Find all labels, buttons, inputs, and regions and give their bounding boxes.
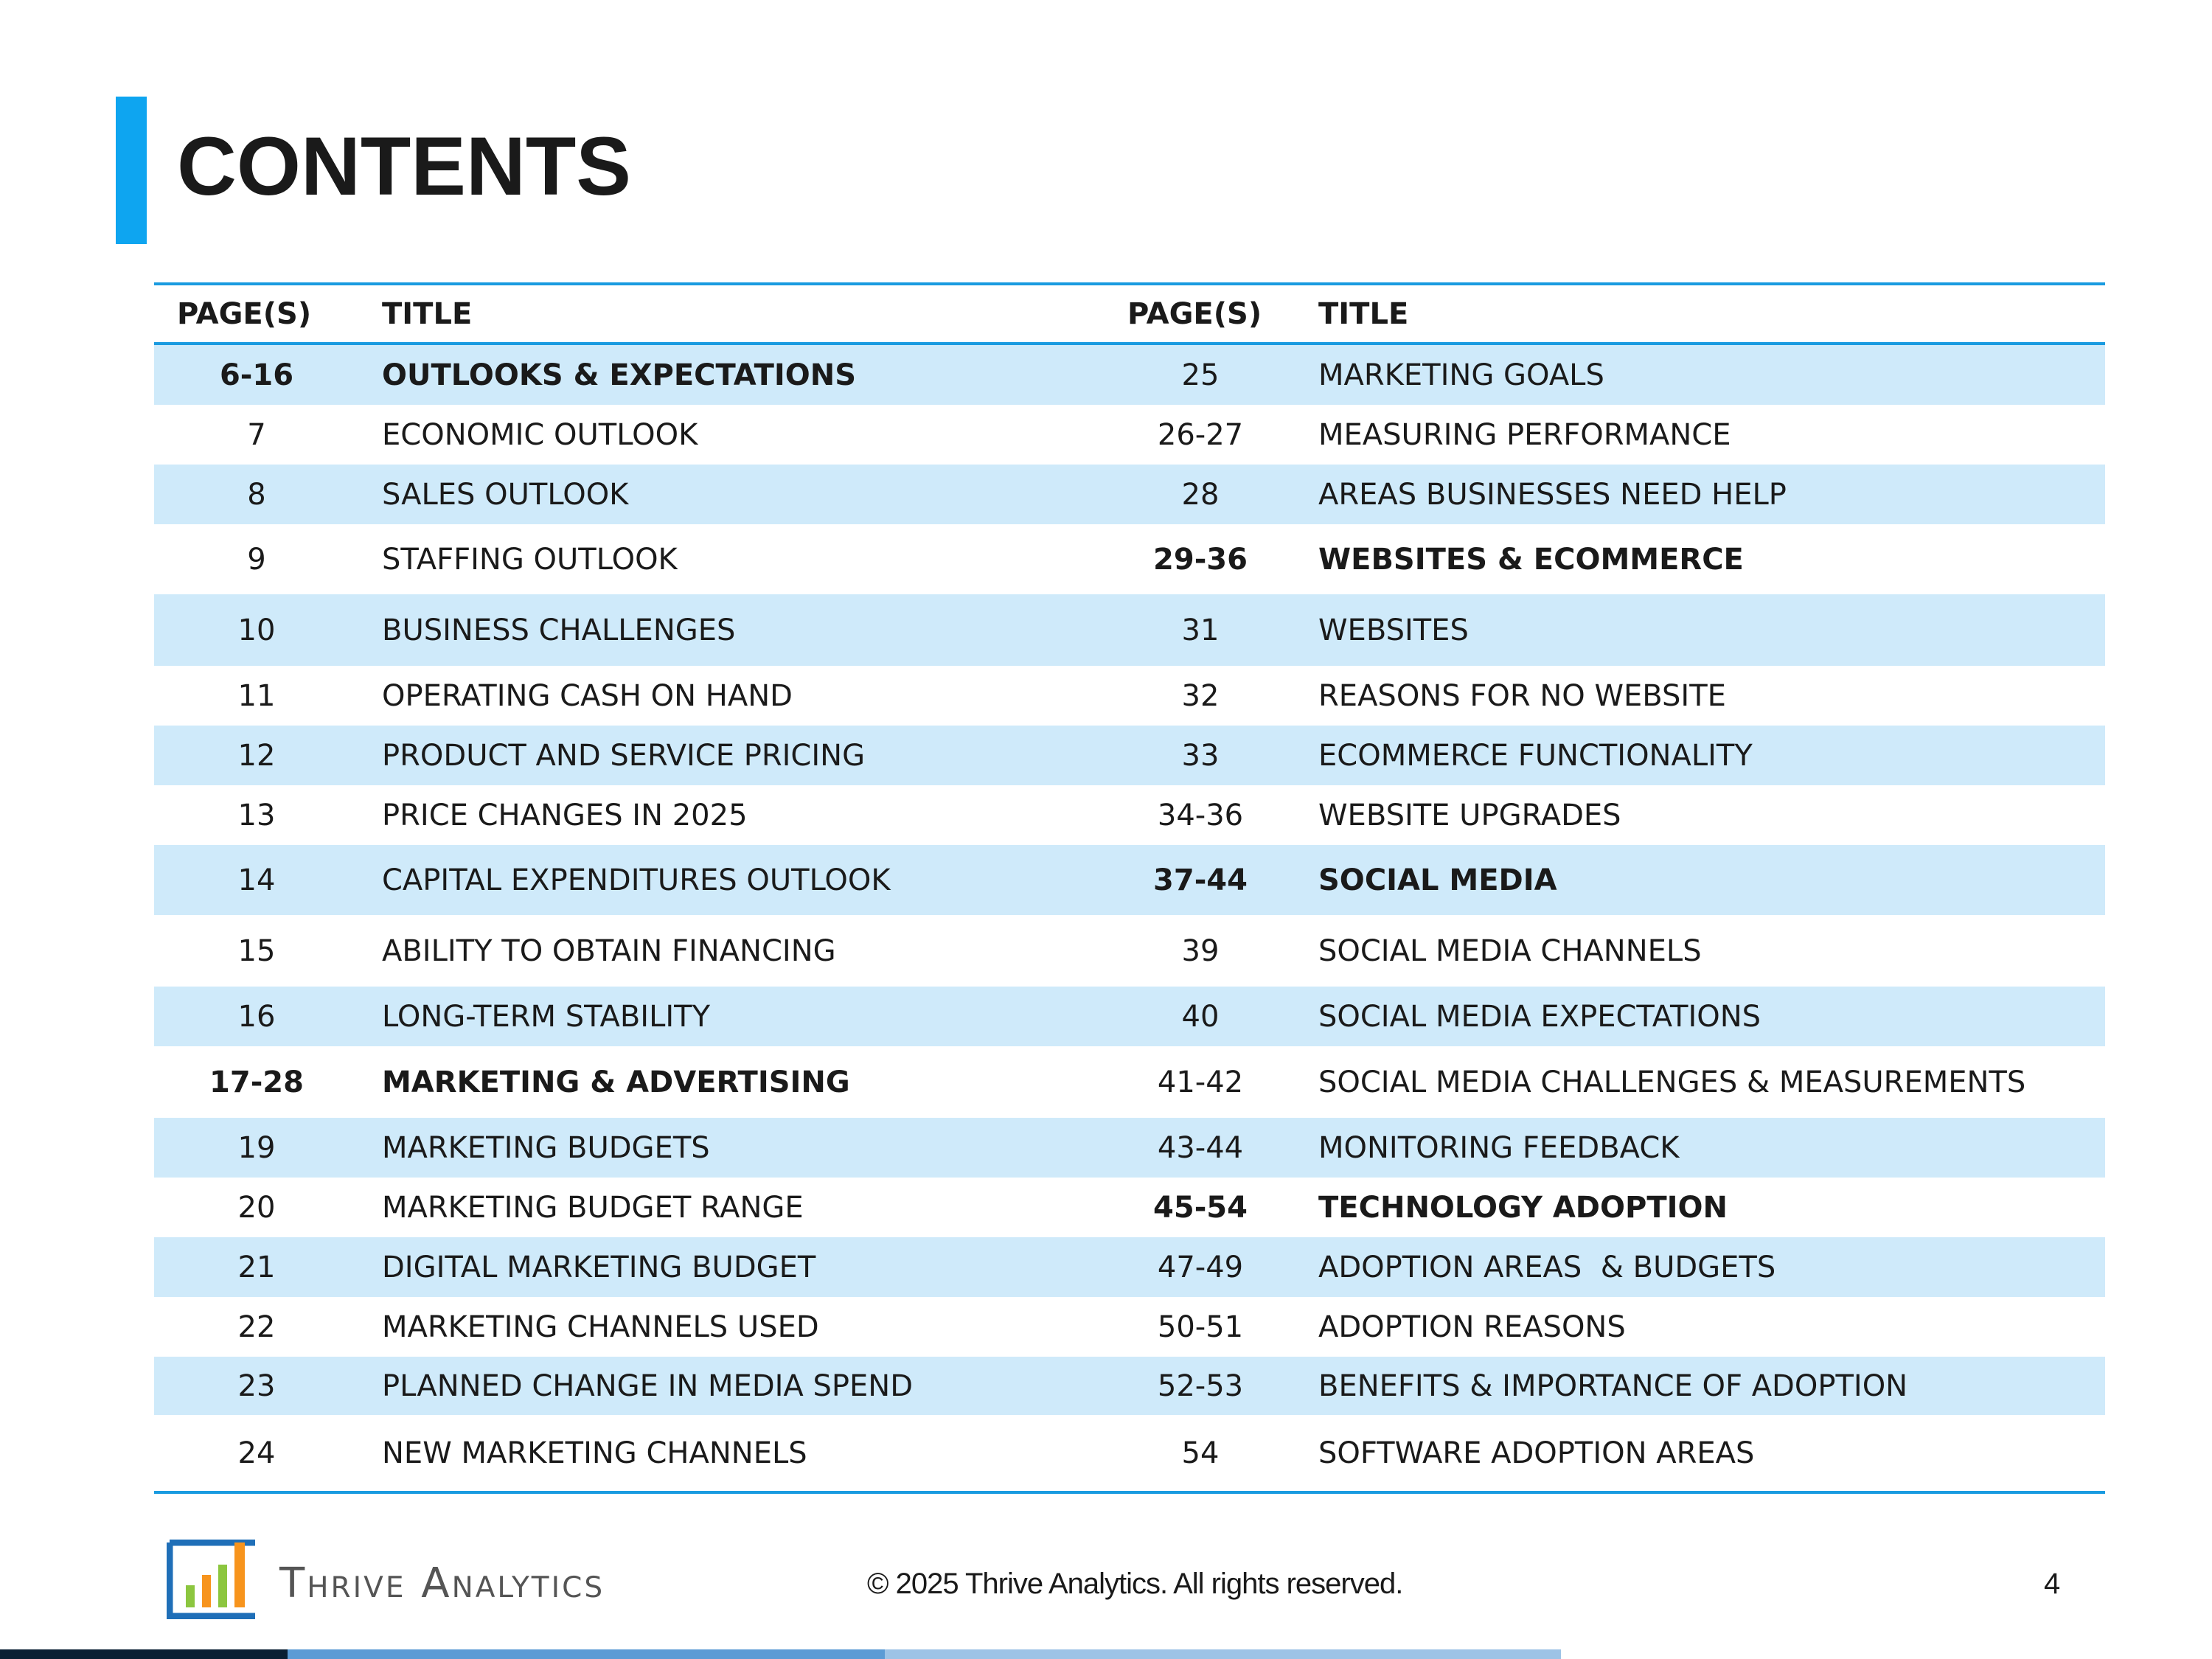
- section-title: PRODUCT AND SERVICE PRICING: [382, 738, 866, 773]
- page-range: 15: [237, 933, 276, 968]
- section-title: MEASURING PERFORMANCE: [1318, 417, 1731, 452]
- page-range: 28: [1181, 477, 1220, 512]
- page-range: 40: [1181, 999, 1220, 1034]
- page-range: 19: [237, 1130, 276, 1165]
- section-title: WEBSITES: [1318, 613, 1469, 647]
- section-title: AREAS BUSINESSES NEED HELP: [1318, 477, 1787, 512]
- page-range: 11: [237, 678, 276, 713]
- section-title: OPERATING CASH ON HAND: [382, 678, 793, 713]
- page-range: 21: [237, 1250, 276, 1284]
- page-range: 32: [1181, 678, 1220, 713]
- column-header: PAGE(S): [177, 297, 312, 331]
- page-range: 26-27: [1157, 417, 1244, 452]
- section-title: ECOMMERCE FUNCTIONALITY: [1318, 738, 1753, 773]
- row-shading: [154, 465, 2105, 524]
- page-range: 39: [1181, 933, 1220, 968]
- page-range: 12: [237, 738, 276, 773]
- page-range: 45-54: [1153, 1190, 1248, 1225]
- section-title: BUSINESS CHALLENGES: [382, 613, 736, 647]
- section-title: REASONS FOR NO WEBSITE: [1318, 678, 1726, 713]
- section-title: MARKETING & ADVERTISING: [382, 1065, 850, 1099]
- section-title: LONG-TERM STABILITY: [382, 999, 711, 1034]
- page-range: 20: [237, 1190, 276, 1225]
- page-range: 50-51: [1157, 1310, 1244, 1344]
- column-header: PAGE(S): [1127, 297, 1262, 331]
- title-accent: [116, 97, 147, 244]
- section-title: DIGITAL MARKETING BUDGET: [382, 1250, 816, 1284]
- column-header: TITLE: [1318, 297, 1409, 331]
- row-shading: [154, 845, 2105, 915]
- section-title: CAPITAL EXPENDITURES OUTLOOK: [382, 863, 891, 897]
- section-title: NEW MARKETING CHANNELS: [382, 1436, 807, 1470]
- section-title: ECONOMIC OUTLOOK: [382, 417, 698, 452]
- section-title: SALES OUTLOOK: [382, 477, 629, 512]
- column-header: TITLE: [382, 297, 473, 331]
- page-range: 14: [237, 863, 276, 897]
- page-range: 29-36: [1153, 542, 1248, 577]
- section-title: STAFFING OUTLOOK: [382, 542, 678, 577]
- page-range: 22: [237, 1310, 276, 1344]
- page-range: 13: [237, 798, 276, 832]
- page-range: 10: [237, 613, 276, 647]
- page-range: 6-16: [219, 358, 294, 392]
- section-title: BENEFITS & IMPORTANCE OF ADOPTION: [1318, 1368, 1908, 1403]
- row-shading: [154, 345, 2105, 405]
- page-range: 52-53: [1157, 1368, 1244, 1403]
- brand-name: Thrive Analytics: [279, 1559, 605, 1607]
- section-title: SOCIAL MEDIA CHANNELS: [1318, 933, 1702, 968]
- page-range: 24: [237, 1436, 276, 1470]
- page-range: 23: [237, 1368, 276, 1403]
- section-title: PLANNED CHANGE IN MEDIA SPEND: [382, 1368, 913, 1403]
- section-title: ADOPTION AREAS & BUDGETS: [1318, 1250, 1776, 1284]
- section-title: MARKETING GOALS: [1318, 358, 1604, 392]
- page-range: 25: [1181, 358, 1220, 392]
- page-range: 54: [1181, 1436, 1220, 1470]
- section-title: SOCIAL MEDIA: [1318, 863, 1557, 897]
- row-shading: [154, 726, 2105, 785]
- page-range: 43-44: [1157, 1130, 1244, 1165]
- page-range: 17-28: [209, 1065, 304, 1099]
- page-range: 37-44: [1153, 863, 1248, 897]
- row-shading: [154, 987, 2105, 1046]
- section-title: MONITORING FEEDBACK: [1318, 1130, 1680, 1165]
- section-title: MARKETING BUDGETS: [382, 1130, 710, 1165]
- section-title: OUTLOOKS & EXPECTATIONS: [382, 358, 857, 392]
- page-range: 9: [247, 542, 266, 577]
- row-shading: [154, 1118, 2105, 1178]
- section-title: ABILITY TO OBTAIN FINANCING: [382, 933, 836, 968]
- header-rule: [154, 342, 2105, 345]
- copyright: © 2025 Thrive Analytics. All rights rese…: [867, 1568, 1403, 1600]
- row-shading: [154, 1237, 2105, 1297]
- logo: [167, 1540, 255, 1619]
- section-title: SOCIAL MEDIA CHALLENGES & MEASUREMENTS: [1318, 1065, 2026, 1099]
- section-title: PRICE CHANGES IN 2025: [382, 798, 748, 832]
- page-range: 16: [237, 999, 276, 1034]
- page-range: 47-49: [1157, 1250, 1244, 1284]
- section-title: TECHNOLOGY ADOPTION: [1318, 1190, 1728, 1225]
- page-range: 41-42: [1157, 1065, 1244, 1099]
- table-top-rule: [154, 282, 2105, 285]
- page-range: 33: [1181, 738, 1220, 773]
- section-title: WEBSITE UPGRADES: [1318, 798, 1621, 832]
- stripe-light: [885, 1649, 1561, 1659]
- section-title: MARKETING BUDGET RANGE: [382, 1190, 804, 1225]
- section-title: ADOPTION REASONS: [1318, 1310, 1626, 1344]
- section-title: SOFTWARE ADOPTION AREAS: [1318, 1436, 1755, 1470]
- page-range: 8: [247, 477, 266, 512]
- page-title: CONTENTS: [177, 120, 631, 212]
- section-title: WEBSITES & ECOMMERCE: [1318, 542, 1744, 577]
- row-shading: [154, 594, 2105, 666]
- row-shading: [154, 1357, 2105, 1415]
- table-bottom-rule: [154, 1491, 2105, 1494]
- stripe-dark: [0, 1649, 288, 1659]
- page-range: 7: [247, 417, 266, 452]
- page-range: 34-36: [1157, 798, 1244, 832]
- section-title: SOCIAL MEDIA EXPECTATIONS: [1318, 999, 1761, 1034]
- section-title: MARKETING CHANNELS USED: [382, 1310, 819, 1344]
- page-range: 31: [1181, 613, 1220, 647]
- stripe-mid: [288, 1649, 885, 1659]
- page-number: 4: [2044, 1568, 2061, 1600]
